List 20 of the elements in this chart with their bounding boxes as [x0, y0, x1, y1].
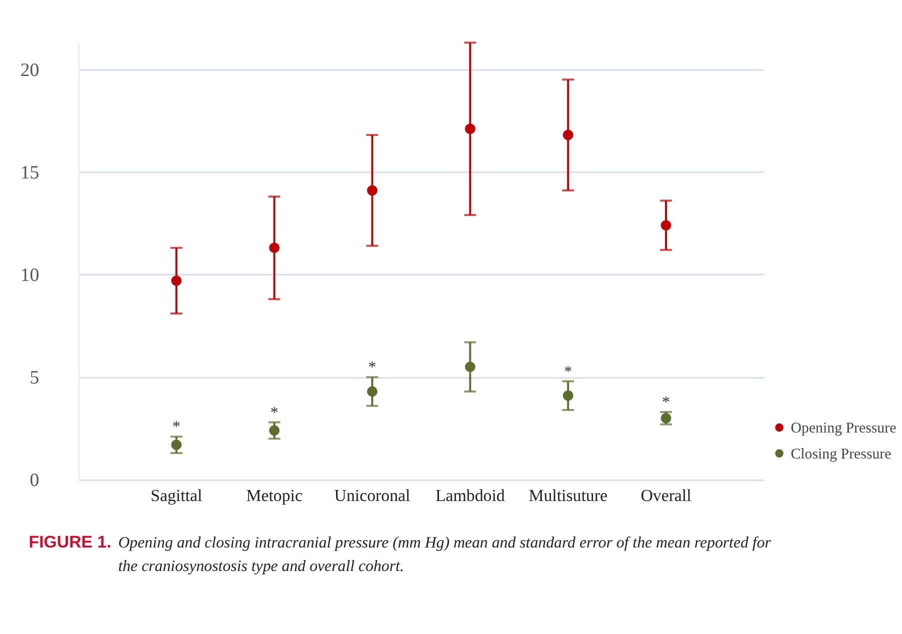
x-tick-label: Multisuture: [528, 486, 608, 506]
text: Opening and closing intracranial pressure (mm Hg) mean and standard error of the mean reported for the craniosynostosis type and overall cohort.: [118, 534, 772, 576]
annotation: *: [368, 359, 376, 376]
x-tick-label: Unicoronal: [334, 486, 410, 506]
annotation: *: [564, 363, 572, 380]
y-tick-label: 5: [30, 368, 40, 389]
y-tick-label: 20: [20, 60, 40, 81]
legend-label: Closing Pressure: [790, 446, 892, 462]
x-tick-label: Metopic: [246, 486, 302, 506]
y-tick-label: 0: [30, 470, 40, 492]
caption: FIGURE 1.: [28, 532, 112, 552]
x-tick-label: Sagittal: [150, 486, 202, 506]
y-tick-label: 15: [20, 162, 40, 184]
annotation: *: [172, 418, 180, 436]
legend-label: Opening Pressure: [790, 420, 897, 437]
x-tick-label: Lambdoid: [435, 486, 506, 506]
x-tick-label: Overall: [640, 486, 692, 506]
annotation: *: [662, 394, 670, 412]
annotation: *: [270, 404, 278, 422]
y-tick-label: 10: [20, 264, 40, 286]
